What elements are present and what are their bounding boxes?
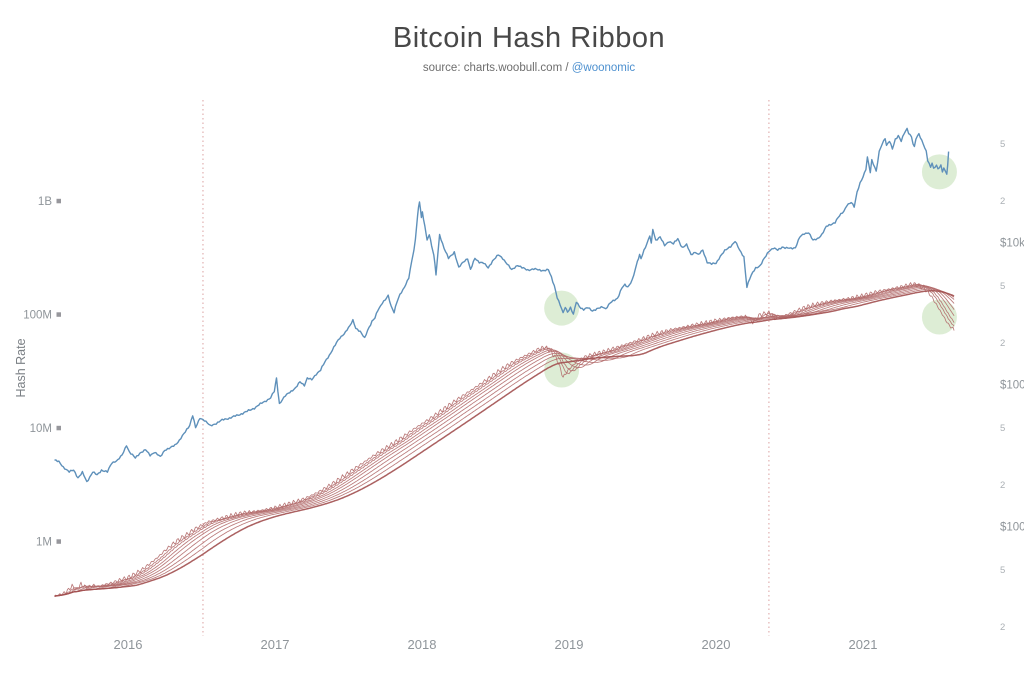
left-axis-tick-label: 100M [23, 310, 52, 322]
hash-ribbon-ma-line [54, 284, 955, 597]
source-text: source: charts.woobull.com / [422, 62, 572, 74]
hash-ribbon-ma-line [54, 285, 955, 597]
left-axis-title: Hash Rate [14, 338, 28, 397]
page-title: Bitcoin Hash Ribbon [392, 22, 666, 54]
hash-ribbon-ma-line [54, 286, 955, 597]
chart-header: Bitcoin Hash Ribbon source: charts.woobu… [0, 22, 1024, 74]
x-axis-year-label: 2016 [114, 637, 143, 652]
x-axis-year-label: 2017 [261, 637, 290, 652]
hash-ribbon-ma-line [54, 283, 955, 597]
right-axis-tick-label: 5 [1000, 565, 1005, 576]
left-axis-tick-mark [56, 312, 61, 317]
left-axis-tick-label: 1B [38, 196, 52, 208]
right-axis-tick-label: 5 [1000, 281, 1005, 292]
source-link[interactable]: @woonomic [571, 62, 636, 74]
hash-ribbon-ma-line [54, 287, 955, 597]
hash-ribbon-signal-circle [921, 299, 957, 335]
right-axis-tick-label: 5 [1000, 139, 1005, 150]
right-axis-tick-label: 2 [1000, 622, 1005, 633]
left-axis-tick-mark [56, 425, 61, 431]
right-axis-tick-label: 2 [1000, 338, 1005, 349]
hash-ribbon-ma-line [54, 282, 955, 597]
hash-ribbon-ma-line [54, 288, 955, 597]
hash-ribbon-ma-line [54, 285, 955, 597]
left-axis-tick-mark [56, 539, 61, 544]
x-axis-year-label: 2021 [849, 637, 878, 652]
x-axis-year-label: 2018 [408, 637, 437, 652]
left-axis-tick-label: 1M [36, 537, 52, 549]
source-line: source: charts.woobull.com / @woonomic [34, 62, 1024, 74]
x-axis-year-label: 2020 [702, 637, 731, 652]
left-axis-tick-label: 10M [30, 423, 52, 435]
btc-price-line [54, 127, 950, 483]
right-axis-tick-label: $1000 [1000, 380, 1024, 392]
left-axis-tick-mark [56, 198, 61, 204]
right-axis-tick-label: $10k [1000, 238, 1024, 250]
right-axis-tick-label: 2 [1000, 480, 1005, 491]
right-axis-tick-label: 5 [1000, 423, 1005, 434]
x-axis-year-label: 2019 [555, 637, 584, 652]
right-axis-tick-label: $100 [1000, 522, 1024, 534]
hash-ribbon-ma-line [54, 290, 955, 597]
right-axis-tick-label: 2 [1000, 196, 1005, 207]
